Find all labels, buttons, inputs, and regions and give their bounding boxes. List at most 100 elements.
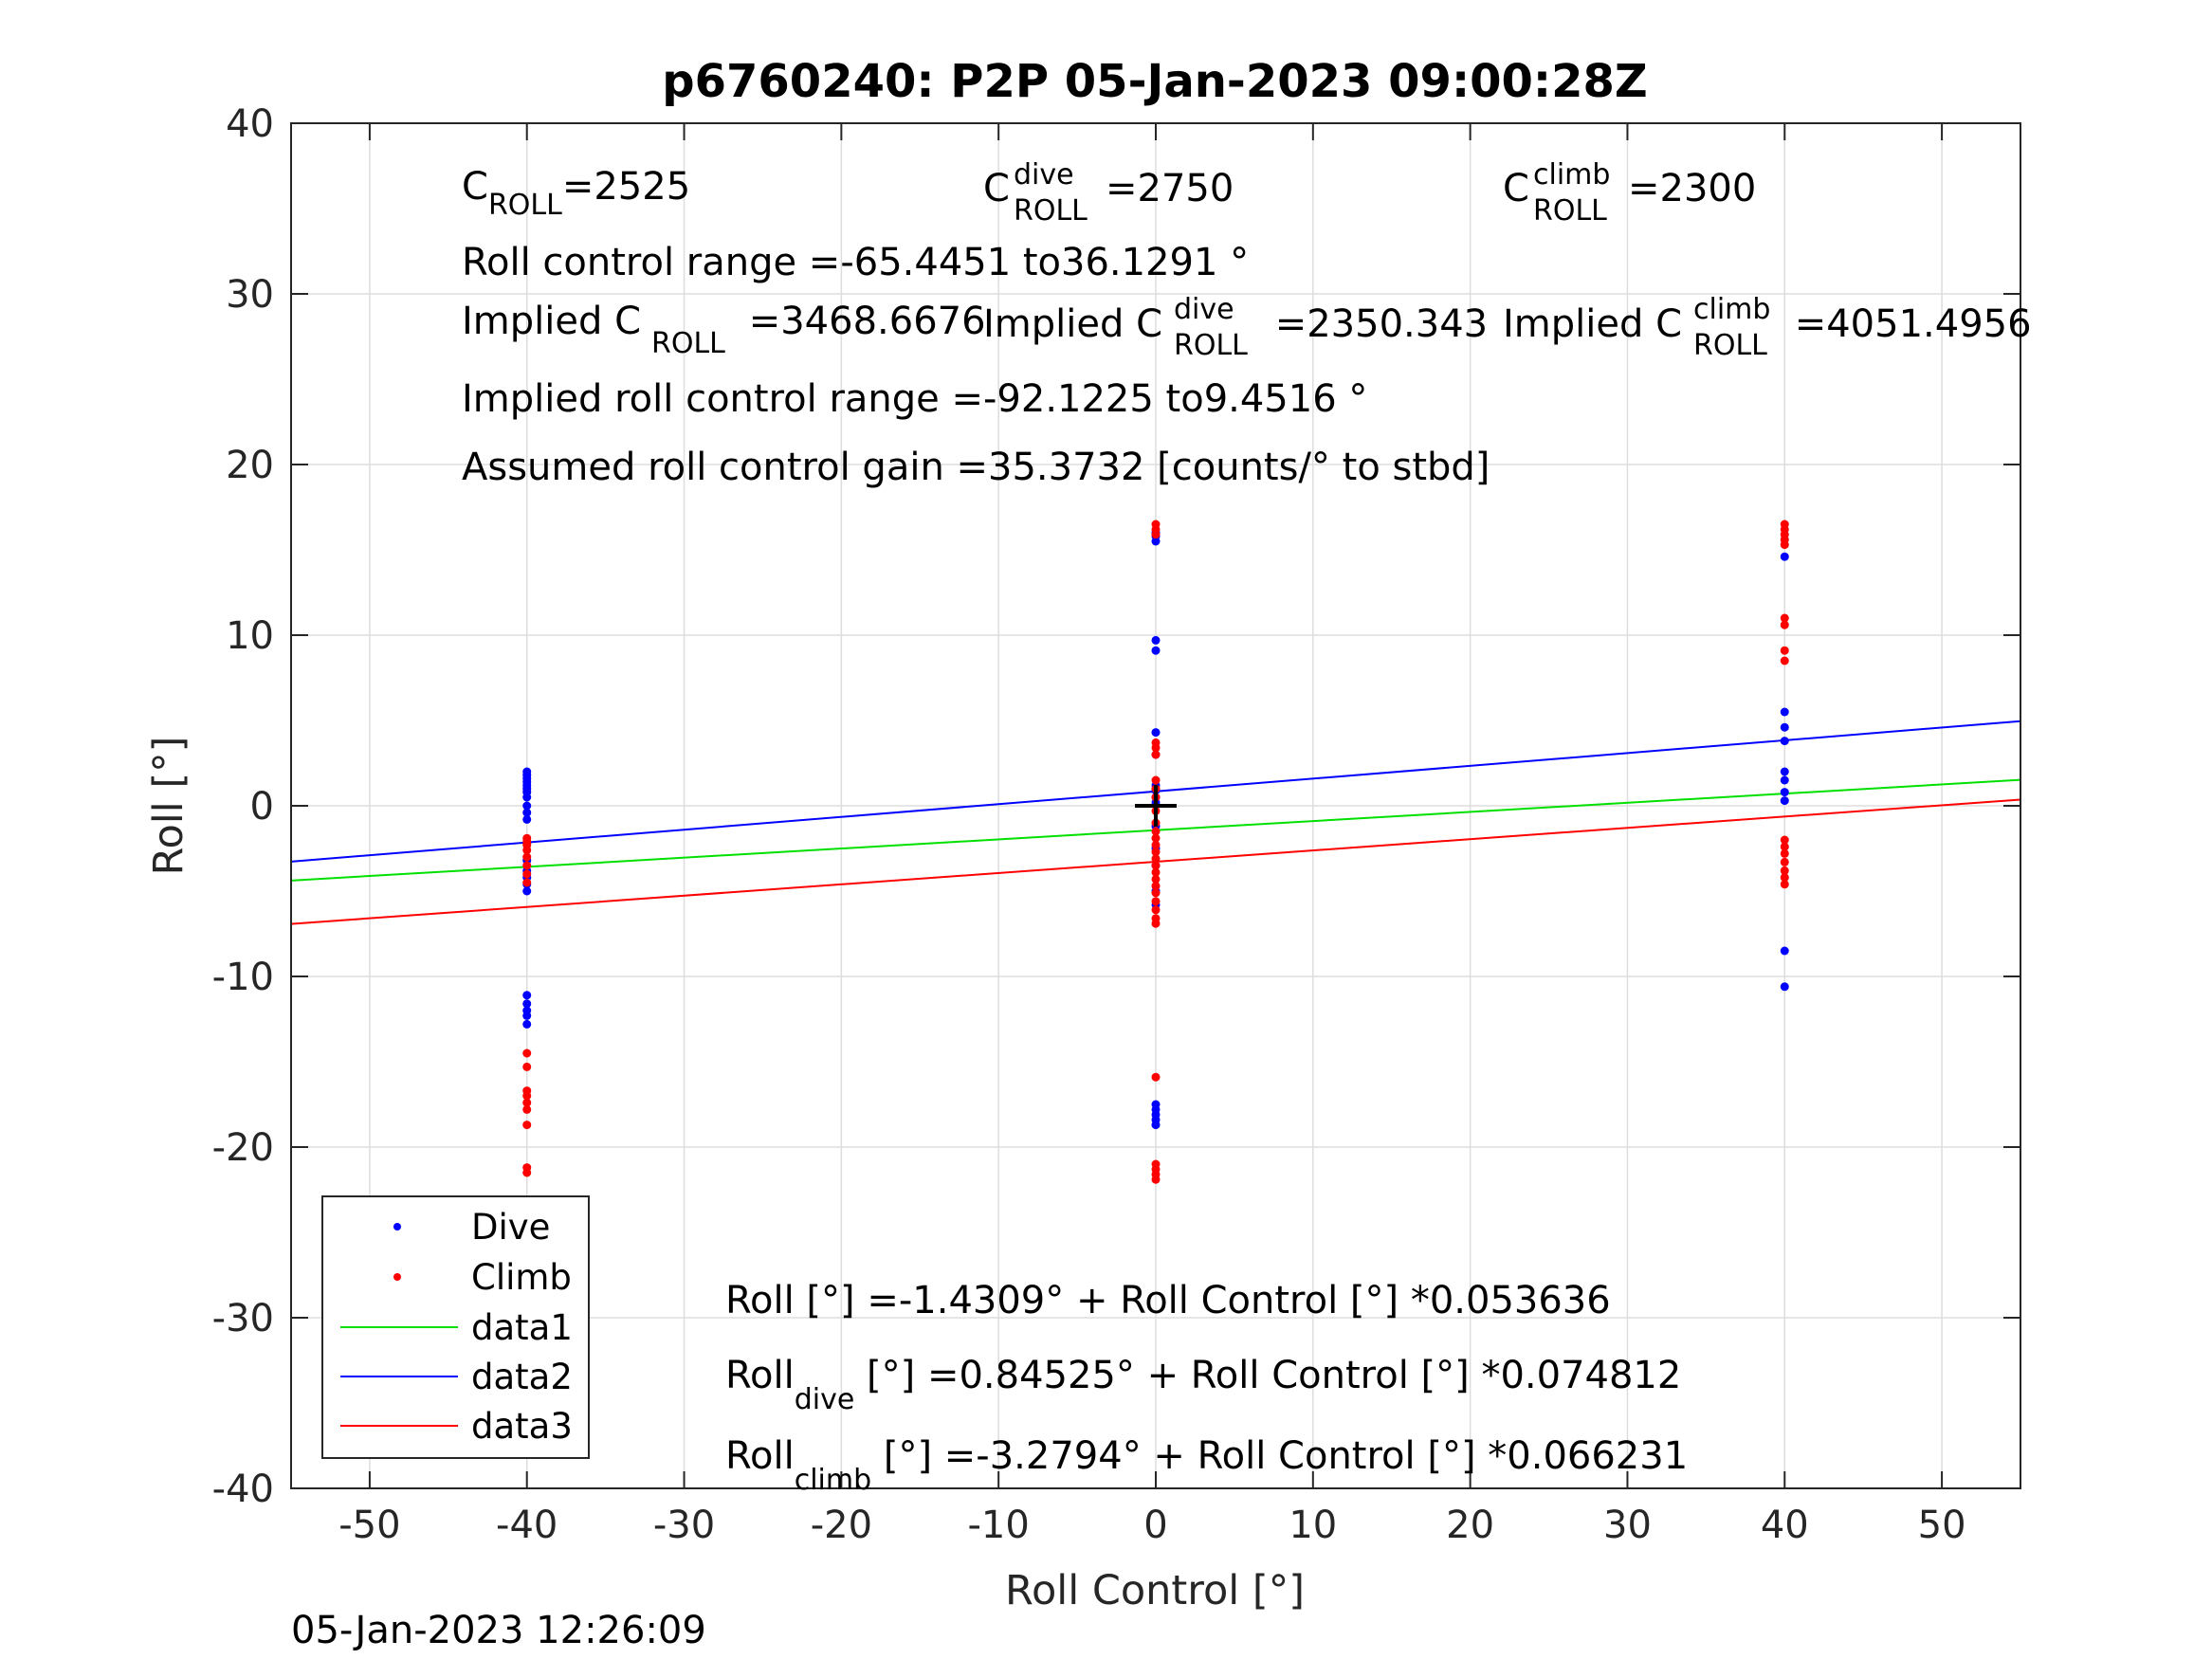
- point-climb: [522, 1091, 532, 1101]
- chart-title: p6760240: P2P 05-Jan-2023 09:00:28Z: [662, 55, 1647, 108]
- y-tick-label: 20: [226, 444, 274, 487]
- x-tick-label: 10: [1289, 1504, 1337, 1547]
- point-climb: [1151, 905, 1161, 915]
- point-climb: [1151, 888, 1161, 898]
- point-climb: [1151, 919, 1161, 928]
- x-tick-label: 30: [1603, 1504, 1652, 1547]
- point-climb: [1151, 882, 1161, 891]
- legend-data1-label: data1: [471, 1307, 573, 1348]
- point-dive: [522, 808, 532, 817]
- point-climb: [522, 846, 532, 855]
- point-climb: [1780, 620, 1789, 629]
- point-climb: [522, 852, 532, 862]
- point-dive: [1780, 767, 1789, 776]
- y-tick-label: 10: [226, 614, 274, 658]
- point-climb: [522, 1062, 532, 1071]
- point-dive: [522, 793, 532, 802]
- roll-control-gain: Assumed roll control gain =35.3732 [coun…: [462, 446, 1490, 489]
- point-climb: [1151, 861, 1161, 870]
- implied-range: Implied roll control range =-92.1225 to9…: [462, 377, 1367, 421]
- point-climb: [1151, 530, 1161, 539]
- point-climb: [1780, 613, 1789, 623]
- point-dive: [1780, 722, 1789, 732]
- point-climb: [1151, 743, 1161, 753]
- y-tick-label: -20: [212, 1126, 274, 1170]
- point-climb: [1151, 827, 1161, 836]
- point-climb: [1780, 540, 1789, 550]
- point-climb: [1780, 835, 1789, 845]
- point-climb: [1151, 840, 1161, 849]
- point-climb: [522, 1168, 532, 1177]
- data-points: [522, 520, 1789, 1184]
- point-dive: [1151, 646, 1161, 655]
- point-dive: [1151, 728, 1161, 738]
- point-dive: [1780, 707, 1789, 717]
- x-tick-label: -20: [811, 1504, 872, 1547]
- point-dive: [1151, 635, 1161, 645]
- point-dive: [1780, 788, 1789, 797]
- fit-equation-all: Roll [°] =-1.4309° + Roll Control [°] *0…: [725, 1279, 1611, 1322]
- point-dive: [1780, 552, 1789, 561]
- point-climb: [1151, 854, 1161, 864]
- point-climb: [1151, 1072, 1161, 1082]
- y-tick-label: -10: [212, 956, 274, 999]
- point-dive: [522, 801, 532, 811]
- c-roll-text: CROLL=2525: [462, 165, 690, 222]
- point-dive: [522, 1019, 532, 1029]
- y-tick-labels: -40 -30 -20 -10 0 10 20 30 40: [212, 102, 274, 1511]
- legend-climb-marker: [393, 1273, 401, 1281]
- legend: Dive Climb data1 data2 data3: [321, 1195, 590, 1459]
- x-tick-labels: -50 -40 -30 -20 -10 0 10 20 30 40 50: [338, 1504, 1965, 1547]
- point-climb: [1151, 848, 1161, 857]
- y-tick-label: 0: [250, 785, 274, 829]
- point-climb: [522, 861, 532, 870]
- point-climb: [1780, 880, 1789, 889]
- point-climb: [1780, 656, 1789, 665]
- y-tick-label: -30: [212, 1297, 274, 1340]
- x-tick-label: 40: [1761, 1504, 1809, 1547]
- legend-dive-marker: [393, 1223, 401, 1231]
- point-climb: [522, 1098, 532, 1107]
- legend-dive-label: Dive: [471, 1207, 550, 1248]
- point-dive: [1780, 775, 1789, 785]
- legend-data3-label: data3: [471, 1406, 573, 1447]
- point-dive: [1780, 796, 1789, 806]
- point-climb: [522, 878, 532, 887]
- axis-ticks: [291, 122, 2020, 1489]
- point-climb: [1780, 866, 1789, 875]
- point-climb: [1151, 775, 1161, 785]
- point-dive: [1780, 982, 1789, 992]
- y-tick-label: 30: [226, 273, 274, 317]
- point-climb: [1151, 874, 1161, 884]
- fit-equation-dive: Rolldive [°] =0.84525° + Roll Control [°…: [725, 1354, 1681, 1416]
- point-dive: [1780, 946, 1789, 956]
- x-tick-label: 20: [1446, 1504, 1494, 1547]
- point-dive: [522, 999, 532, 1009]
- point-climb: [1780, 857, 1789, 866]
- x-tick-label: -40: [496, 1504, 558, 1547]
- point-dive: [522, 1011, 532, 1020]
- point-climb: [522, 1121, 532, 1130]
- point-climb: [1780, 848, 1789, 858]
- point-dive: [1151, 1121, 1161, 1130]
- point-dive: [522, 886, 532, 896]
- point-dive: [1780, 737, 1789, 746]
- x-tick-label: 0: [1143, 1504, 1167, 1547]
- timestamp: 05-Jan-2023 12:26:09: [291, 1609, 706, 1652]
- point-climb: [522, 1048, 532, 1058]
- x-tick-label: -30: [653, 1504, 715, 1547]
- point-dive: [522, 991, 532, 1000]
- roll-control-range: Roll control range =-65.4451 to36.1291 °: [462, 241, 1249, 284]
- y-axis-label: Roll [°]: [145, 737, 192, 876]
- x-tick-label: -10: [968, 1504, 1030, 1547]
- x-tick-label: 50: [1918, 1504, 1966, 1547]
- point-dive: [522, 814, 532, 824]
- origin-marker: [1135, 785, 1177, 827]
- x-axis-label: Roll Control [°]: [1005, 1567, 1305, 1614]
- x-tick-label: -50: [338, 1504, 400, 1547]
